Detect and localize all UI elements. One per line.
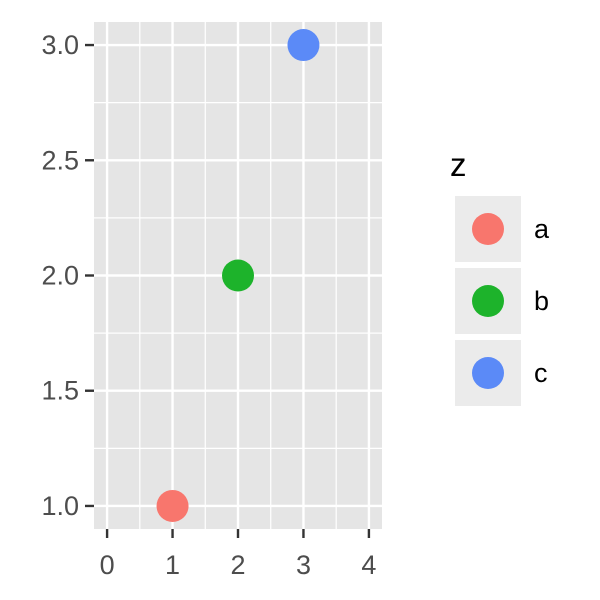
legend-label-b: b [534, 286, 549, 316]
x-tick-label: 2 [230, 550, 245, 580]
x-tick-label: 4 [361, 550, 376, 580]
legend-entries: a b c [455, 196, 550, 406]
y-tick-label: 1.0 [41, 491, 79, 521]
legend-swatch-a [472, 213, 504, 245]
legend-swatch-b [472, 285, 504, 317]
y-tick-label: 2.0 [41, 261, 79, 291]
legend-label-c: c [534, 358, 548, 388]
y-tick-label: 2.5 [41, 145, 79, 175]
x-tick-label: 1 [165, 550, 180, 580]
y-tick-label: 3.0 [41, 30, 79, 60]
data-point-a [156, 489, 189, 522]
data-point-c [287, 29, 320, 62]
legend: z a b c [450, 146, 550, 406]
y-tick-label: 1.5 [41, 376, 79, 406]
legend-label-a: a [534, 214, 550, 244]
legend-swatch-c [472, 357, 504, 389]
data-point-b [222, 259, 254, 292]
x-axis: 0 1 2 3 4 [100, 529, 376, 580]
x-tick-label: 0 [100, 550, 115, 580]
x-tick-label: 3 [296, 550, 311, 580]
legend-title: z [450, 146, 467, 183]
y-axis: 1.0 1.5 2.0 2.5 3.0 [41, 30, 94, 521]
data-points [156, 29, 320, 522]
